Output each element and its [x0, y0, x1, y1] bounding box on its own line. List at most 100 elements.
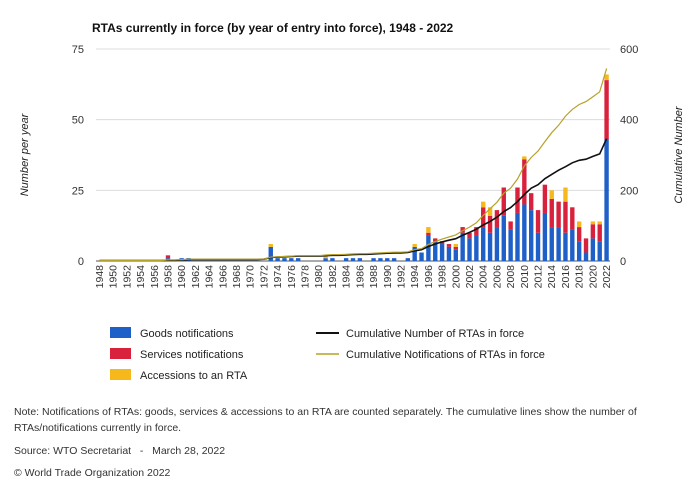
bar-segment — [453, 244, 458, 247]
bar-segment — [474, 235, 479, 261]
bar-segment — [501, 215, 506, 261]
bar-segment — [446, 246, 452, 261]
bar-segment — [528, 210, 534, 261]
y2-tick-label: 200 — [620, 185, 638, 197]
bar-segment — [275, 258, 280, 261]
x-tick-label: 1990 — [382, 265, 394, 289]
lines-group — [99, 68, 608, 262]
bars-group — [165, 74, 609, 261]
bar-segment — [467, 238, 472, 261]
bar-segment — [295, 258, 301, 261]
bar-segment — [481, 201, 486, 208]
legend-label: Services notifications — [140, 349, 244, 361]
bar-segment — [570, 229, 575, 261]
bar-segment — [597, 224, 602, 242]
bar-segment — [604, 74, 609, 81]
bar-segment — [330, 258, 335, 261]
bar-segment — [433, 238, 438, 242]
bar-segment — [604, 139, 609, 261]
bar-segment — [522, 204, 527, 261]
bar-segment — [433, 241, 438, 261]
bar-segment — [494, 210, 500, 228]
bar-segment — [597, 221, 602, 225]
bar-segment — [357, 258, 363, 261]
x-tick-label: 1956 — [149, 265, 161, 289]
bar-segment — [343, 258, 349, 261]
bar-segment — [563, 232, 568, 261]
x-tick-label: 2010 — [519, 265, 531, 289]
bar-segment — [583, 252, 589, 261]
bar-segment — [556, 227, 561, 261]
x-tick-label: 1968 — [231, 265, 243, 289]
x-tick-label: 1960 — [176, 265, 188, 289]
series-line — [99, 68, 608, 262]
x-tick-label: 1972 — [258, 265, 270, 289]
x-tick-label: 1950 — [108, 265, 120, 289]
x-tick-label: 2018 — [574, 265, 586, 289]
x-tick-label: 1948 — [94, 265, 106, 289]
bar-segment — [494, 227, 500, 261]
bar-segment — [350, 258, 356, 261]
bar-segment — [549, 227, 554, 261]
bar-segment — [165, 255, 171, 259]
x-tick-label: 2022 — [601, 265, 613, 289]
bar-segment — [323, 255, 328, 259]
y-tick-label: 75 — [72, 44, 84, 56]
x-tick-label: 1954 — [135, 265, 147, 289]
chart-title: RTAs currently in force (by year of entr… — [92, 21, 454, 35]
bar-segment — [385, 258, 390, 261]
legend-swatch — [110, 348, 131, 359]
x-tick-label: 1974 — [272, 265, 284, 289]
bar-segment — [576, 221, 582, 228]
bar-segment — [501, 187, 506, 216]
legend-label: Accessions to an RTA — [140, 370, 248, 382]
bar-segment — [481, 227, 486, 261]
y2-tick-label: 600 — [620, 44, 638, 56]
legend: Goods notifications Services notification… — [110, 327, 545, 382]
copyright-line: © World Trade Organization 2022 — [14, 467, 171, 479]
bar-segment — [528, 193, 534, 211]
bar-segment — [467, 232, 472, 239]
bar-segment — [426, 232, 431, 236]
bar-segment — [371, 258, 376, 261]
x-tick-label: 1994 — [409, 265, 421, 289]
bar-segment — [549, 198, 554, 228]
bar-segment — [563, 201, 568, 233]
y-tick-label: 0 — [78, 256, 84, 268]
x-tick-label: 2004 — [478, 265, 490, 289]
x-tick-label: 1952 — [121, 265, 133, 289]
x-tick-label: 1984 — [341, 265, 353, 289]
bar-segment — [604, 80, 609, 140]
bar-segment — [487, 215, 493, 233]
bar-segment — [446, 244, 452, 247]
bar-segment — [268, 244, 273, 247]
bar-segment — [412, 246, 417, 261]
y2-axis-label: Cumulative Number — [673, 105, 685, 204]
bar-segment — [522, 159, 527, 205]
bar-segment — [576, 227, 582, 242]
bar-segment — [460, 232, 465, 261]
bar-segment — [481, 207, 486, 228]
ticks-group: 0 25 50 75 0 200 400 600 1948 1950 1952 1954 1956 195… — [72, 44, 639, 288]
x-tick-label: 1996 — [423, 265, 435, 289]
bar-segment — [487, 232, 493, 261]
bar-segment — [515, 212, 520, 261]
legend-label: Cumulative Notifications of RTAs in forc… — [346, 349, 545, 361]
bar-segment — [405, 258, 411, 261]
bar-segment — [453, 246, 458, 250]
bar-segment — [289, 258, 294, 261]
bar-segment — [590, 221, 596, 225]
bar-segment — [508, 229, 513, 261]
bar-segment — [426, 227, 431, 233]
bar-segment — [590, 238, 596, 261]
x-tick-label: 1980 — [313, 265, 325, 289]
x-tick-label: 1978 — [300, 265, 312, 289]
bar-segment — [515, 187, 520, 213]
x-tick-label: 1958 — [162, 265, 174, 289]
x-tick-label: 1982 — [327, 265, 339, 289]
x-tick-label: 2016 — [560, 265, 572, 289]
source-line: Source: WTO Secretariat - March 28, 2022 — [14, 445, 226, 457]
bar-segment — [412, 244, 417, 247]
bar-segment — [268, 246, 273, 261]
x-tick-label: 1986 — [354, 265, 366, 289]
